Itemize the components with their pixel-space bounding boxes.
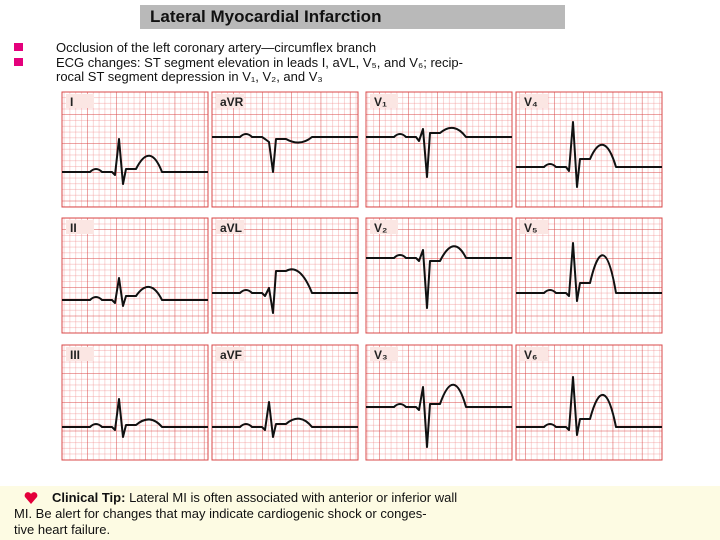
ecg-trace — [366, 245, 512, 309]
heart-icon — [24, 492, 38, 504]
tip-heading: Clinical Tip: — [52, 490, 126, 505]
panel-grid — [61, 91, 209, 208]
title: Lateral Myocardial Infarction — [140, 5, 565, 29]
label-bg — [66, 220, 94, 234]
lead-label: V₆ — [524, 348, 537, 362]
lead-label: I — [70, 95, 73, 109]
bullet-marker — [14, 43, 23, 51]
clinical-tip: Clinical Tip: Lateral MI is often associ… — [0, 486, 720, 540]
panel-grid — [211, 91, 359, 208]
panel-grid — [365, 91, 513, 208]
ecg-panel: III — [61, 344, 209, 461]
lead-label: V₂ — [374, 221, 387, 235]
lead-label: V₄ — [524, 95, 538, 109]
bullet-text: ECG changes: ST segment elevation in lea… — [56, 55, 463, 70]
panel-grid — [515, 217, 663, 334]
ecg-trace — [516, 121, 662, 188]
label-bg — [216, 220, 244, 234]
label-bg — [216, 347, 244, 361]
panel-grid — [211, 344, 359, 461]
ecg-panel: aVL — [211, 217, 359, 334]
tip-text: Lateral MI is often associated with ante… — [129, 490, 458, 505]
bullet-text: rocal ST segment depression in V₁, V₂, a… — [56, 69, 323, 84]
ecg-panel: V₁ — [365, 91, 513, 208]
ecg-panel: aVR — [211, 91, 359, 208]
ecg-trace — [212, 401, 358, 438]
label-bg — [66, 94, 94, 108]
ecg-panel: aVF — [211, 344, 359, 461]
label-bg — [370, 347, 398, 361]
label-bg — [370, 94, 398, 108]
lead-label: aVL — [220, 221, 242, 235]
ecg-trace — [62, 138, 208, 185]
lead-label: aVR — [220, 95, 244, 109]
ecg-trace — [62, 398, 208, 438]
ecg-trace — [212, 133, 358, 173]
tip-line: Clinical Tip: Lateral MI is often associ… — [52, 490, 457, 506]
ecg-panel: V₂ — [365, 217, 513, 334]
ecg-panel: II — [61, 217, 209, 334]
ecg-panel: I — [61, 91, 209, 208]
ecg-panel: V₄ — [515, 91, 663, 208]
panel-grid — [515, 91, 663, 208]
tip-line: tive heart failure. — [14, 522, 111, 537]
bullet-marker — [14, 58, 23, 66]
lead-label: III — [70, 348, 80, 362]
panel-grid — [61, 344, 209, 461]
label-bg — [370, 220, 398, 234]
ecg-panel: V₆ — [515, 344, 663, 461]
ecg-trace — [366, 126, 512, 178]
ecg-panel: V₅ — [515, 217, 663, 334]
tip-line: MI. Be alert for changes that may indica… — [14, 506, 427, 521]
ecg-trace — [516, 242, 662, 302]
panel-grid — [365, 217, 513, 334]
ecg-panel: V₃ — [365, 344, 513, 461]
lead-label: aVF — [220, 348, 242, 362]
lead-label: V₃ — [374, 348, 388, 362]
panel-grid — [61, 217, 209, 334]
ecg-trace — [516, 376, 662, 436]
panel-grid — [365, 344, 513, 461]
label-bg — [66, 347, 94, 361]
label-bg — [520, 94, 548, 108]
lead-label: V₁ — [374, 95, 387, 109]
label-bg — [216, 94, 244, 108]
ecg-trace — [212, 268, 358, 314]
lead-label: II — [70, 221, 77, 235]
panel-grid — [211, 217, 359, 334]
panel-grid — [515, 344, 663, 461]
ecg-trace — [366, 383, 512, 448]
bullet-text: Occlusion of the left coronary artery—ci… — [56, 40, 377, 55]
label-bg — [520, 347, 548, 361]
lead-label: V₅ — [524, 221, 538, 235]
label-bg — [520, 220, 548, 234]
ecg-trace — [62, 277, 208, 307]
